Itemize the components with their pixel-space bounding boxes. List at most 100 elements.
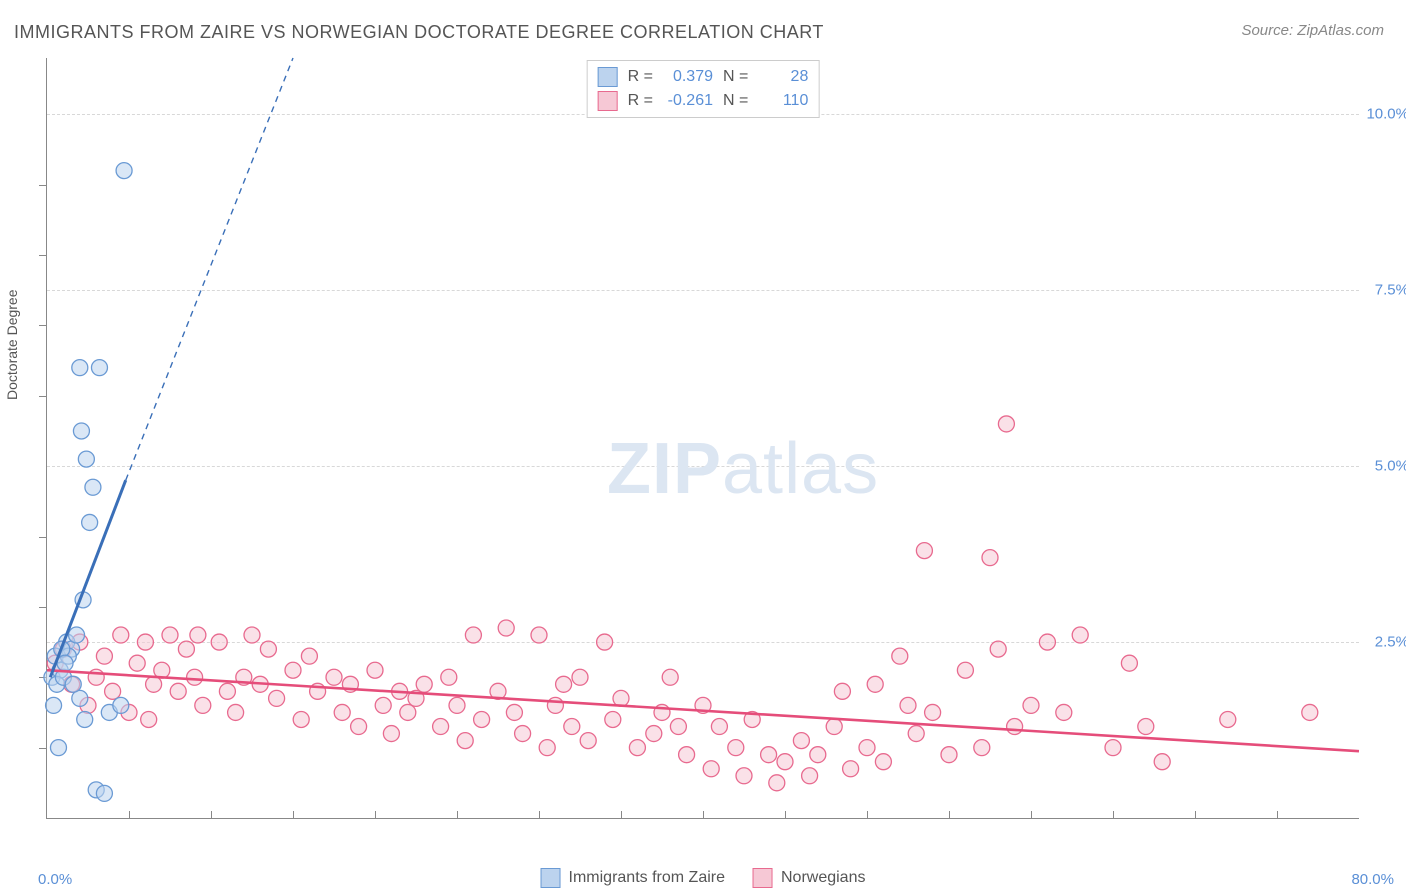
scatter-point-b [728,740,744,756]
scatter-point-b [925,704,941,720]
scatter-point-b [383,726,399,742]
scatter-point-b [916,543,932,559]
n-value-a: 28 [754,65,808,89]
n-label-b: N = [723,89,748,113]
scatter-point-a [57,655,73,671]
scatter-point-b [539,740,555,756]
scatter-point-a [72,360,88,376]
scatter-point-b [351,719,367,735]
scatter-point-b [1154,754,1170,770]
y-tick-label: 10.0% [1365,106,1406,123]
scatter-point-b [605,711,621,727]
bottom-legend-item-b: Norwegians [753,868,865,888]
y-tick-mark [39,748,47,749]
scatter-point-b [908,726,924,742]
r-value-b: -0.261 [659,89,713,113]
scatter-point-b [301,648,317,664]
bottom-legend-label-a: Immigrants from Zaire [569,869,725,887]
scatter-point-b [662,669,678,685]
scatter-point-b [441,669,457,685]
n-value-b: 110 [754,89,808,113]
scatter-point-b [793,733,809,749]
scatter-point-b [1121,655,1137,671]
legend-stats-row-a: R = 0.379 N = 28 [598,65,809,89]
scatter-point-b [580,733,596,749]
scatter-point-b [1138,719,1154,735]
scatter-point-b [162,627,178,643]
scatter-point-b [293,711,309,727]
scatter-point-b [474,711,490,727]
scatter-point-b [875,754,891,770]
scatter-point-b [900,697,916,713]
scatter-point-a [85,479,101,495]
source-attribution: Source: ZipAtlas.com [1241,22,1384,39]
scatter-point-a [46,697,62,713]
scatter-point-b [531,627,547,643]
scatter-point-b [1072,627,1088,643]
y-tick-label: 2.5% [1365,634,1406,651]
scatter-point-b [843,761,859,777]
scatter-point-b [572,669,588,685]
scatter-point-b [269,690,285,706]
scatter-point-b [761,747,777,763]
scatter-point-b [957,662,973,678]
scatter-point-b [802,768,818,784]
bottom-legend-label-b: Norwegians [781,869,865,887]
scatter-point-b [146,676,162,692]
scatter-point-b [1105,740,1121,756]
y-tick-label: 7.5% [1365,282,1406,299]
scatter-point-b [859,740,875,756]
scatter-point-a [116,163,132,179]
scatter-point-b [941,747,957,763]
bottom-swatch-a [541,868,561,888]
scatter-point-b [190,627,206,643]
scatter-point-b [597,634,613,650]
scatter-point-b [141,711,157,727]
scatter-point-b [244,627,260,643]
y-tick-mark [39,537,47,538]
chart-svg [47,58,1359,818]
legend-swatch-b [598,91,618,111]
scatter-point-b [826,719,842,735]
n-label-a: N = [723,65,748,89]
scatter-point-b [105,683,121,699]
legend-stats-row-b: R = -0.261 N = 110 [598,89,809,113]
y-tick-mark [39,325,47,326]
scatter-point-b [129,655,145,671]
legend-swatch-a [598,67,618,87]
scatter-point-b [892,648,908,664]
scatter-point-a [50,740,66,756]
scatter-point-b [449,697,465,713]
y-tick-mark [39,185,47,186]
scatter-point-a [78,451,94,467]
scatter-point-b [367,662,383,678]
scatter-point-a [82,514,98,530]
scatter-point-b [334,704,350,720]
scatter-point-a [91,360,107,376]
scatter-point-b [219,683,235,699]
scatter-point-b [285,662,301,678]
scatter-point-b [416,676,432,692]
plot-area: ZIPatlas R = 0.379 N = 28 R = -0.261 N =… [46,58,1359,819]
scatter-point-b [113,627,129,643]
r-label-a: R = [628,65,653,89]
y-tick-mark [39,607,47,608]
scatter-point-b [982,550,998,566]
scatter-point-b [498,620,514,636]
scatter-point-b [400,704,416,720]
bottom-legend: Immigrants from Zaire Norwegians [541,868,866,888]
scatter-point-b [564,719,580,735]
scatter-point-b [679,747,695,763]
scatter-point-b [1302,704,1318,720]
scatter-point-b [867,676,883,692]
scatter-point-b [137,634,153,650]
r-value-a: 0.379 [659,65,713,89]
scatter-point-a [113,697,129,713]
scatter-point-b [170,683,186,699]
scatter-point-b [187,669,203,685]
chart-title: IMMIGRANTS FROM ZAIRE VS NORWEGIAN DOCTO… [14,22,824,43]
scatter-point-a [65,676,81,692]
scatter-point-b [990,641,1006,657]
scatter-point-b [465,627,481,643]
scatter-point-b [1023,697,1039,713]
